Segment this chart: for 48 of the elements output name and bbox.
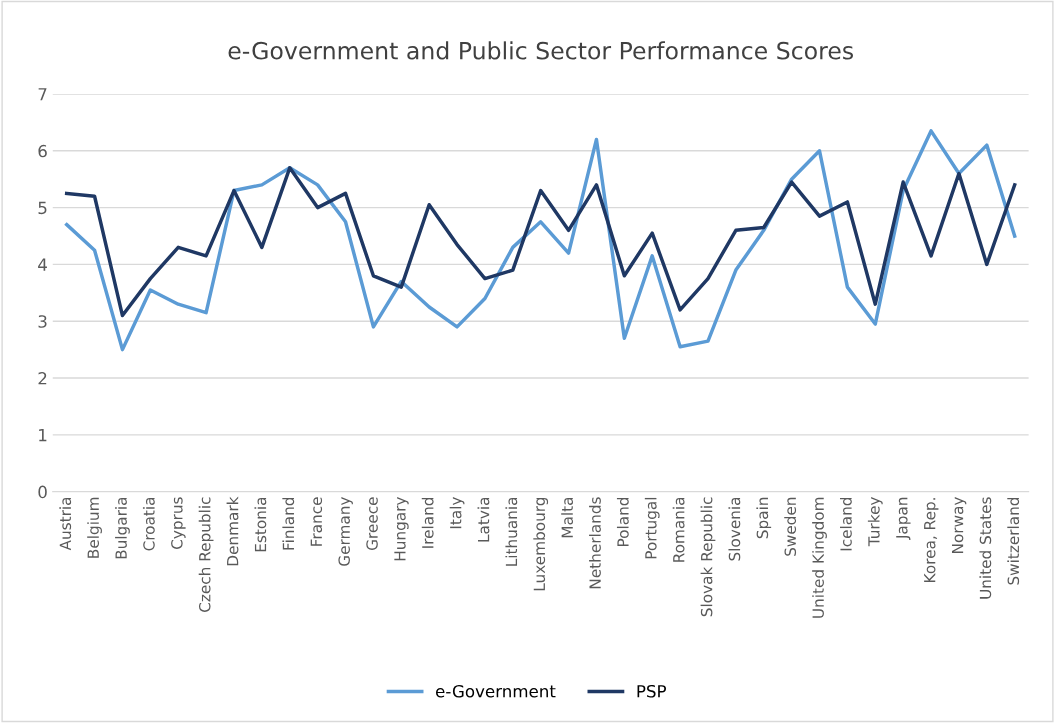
chart-title: e-Government and Public Sector Performance Scores: [228, 41, 853, 60]
x-tick-label: Italy: [449, 496, 465, 529]
x-tick-label: Slovenia: [728, 497, 741, 561]
x-tick-label: Lithuania: [505, 497, 518, 566]
x-tick-label: Netherlands: [589, 497, 601, 589]
line-series: [64, 166, 1017, 318]
y-tick-label: 0: [38, 485, 47, 499]
y-tick-label: 1: [39, 429, 47, 442]
y-tick-label: 6: [38, 144, 47, 158]
legend-label: PSP: [637, 684, 667, 698]
x-tick-label: Germany: [338, 496, 353, 566]
x-tick-label: Czech Republic: [198, 497, 214, 612]
x-tick-label: Denmark: [226, 496, 239, 566]
x-tick-label: Iceland: [840, 497, 852, 551]
y-tick-label: 5: [38, 201, 47, 215]
x-tick-label: Croatia: [142, 497, 155, 551]
x-tick-label: Bulgaria: [115, 497, 130, 559]
x-tick-label: Belgium: [87, 497, 102, 558]
x-tick-label: Latvia: [477, 497, 490, 542]
x-tick-label: Korea, Rep.: [924, 498, 939, 582]
x-tick-label: France: [310, 497, 323, 546]
legend-label: e-Government: [436, 684, 556, 698]
x-tick-label: Cyprus: [171, 497, 186, 549]
x-tick-label: Spain: [756, 497, 772, 539]
x-tick-label: Romania: [672, 497, 685, 562]
x-tick-label: Luxembourg: [533, 497, 549, 591]
x-tick-label: United Kingdom: [812, 497, 827, 618]
x-tick-label: Norway: [952, 496, 967, 553]
x-tick-label: Japan: [896, 497, 911, 540]
x-tick-label: Portugal: [644, 497, 660, 559]
x-tick-label: Poland: [616, 497, 629, 546]
x-tick-label: Greece: [366, 497, 378, 551]
line-series: [64, 129, 1017, 352]
x-tick-label: Sweden: [784, 497, 797, 556]
x-tick-label: Estonia: [254, 497, 267, 552]
x-tick-label: Austria: [59, 497, 72, 551]
x-tick-label: Hungary: [394, 496, 409, 561]
x-tick-label: Slovak Republic: [700, 497, 716, 617]
y-tick-label: 3: [38, 315, 47, 328]
x-tick-label: Switzerland: [1007, 497, 1020, 585]
x-tick-label: Ireland: [421, 497, 434, 548]
y-tick-label: 4: [38, 258, 47, 271]
x-tick-label: United States: [979, 497, 992, 599]
y-tick-label: 7: [38, 88, 47, 101]
y-tick-label: 2: [38, 371, 47, 385]
x-tick-label: Malta: [561, 497, 573, 538]
x-tick-label: Turkey: [867, 496, 883, 547]
x-tick-label: Finland: [282, 497, 295, 550]
